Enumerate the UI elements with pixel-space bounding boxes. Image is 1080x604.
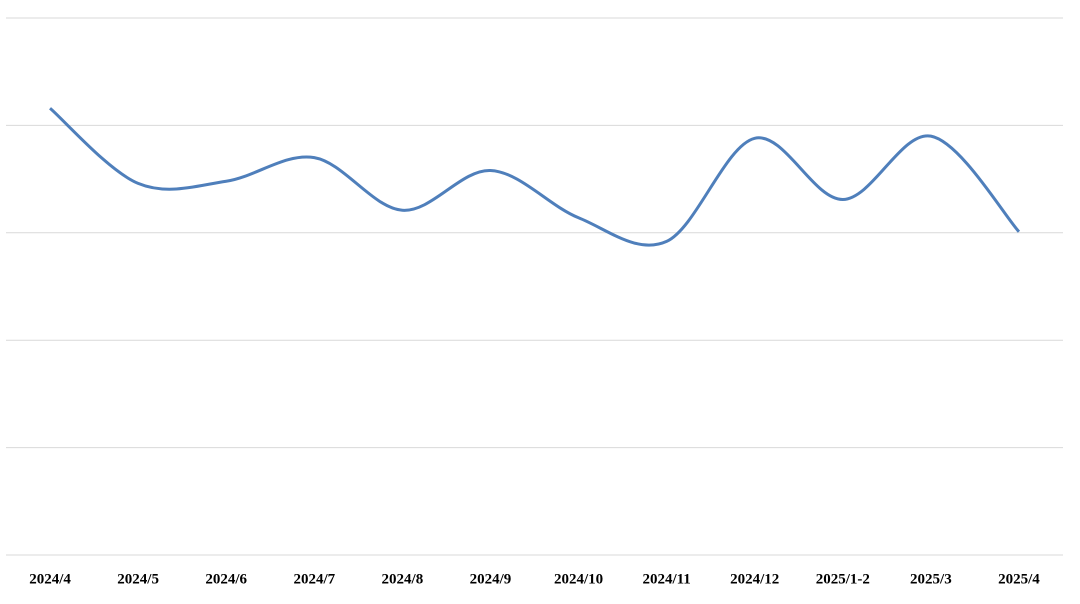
line (49, 107, 1021, 247)
x-tick-label: 2024/8 (382, 571, 424, 587)
x-tick-label: 2024/6 (205, 571, 247, 587)
x-tick-label: 2024/10 (554, 571, 603, 587)
x-tick-label: 2024/12 (730, 571, 779, 587)
x-tick-label: 2024/4 (29, 571, 71, 587)
x-tick-label: 2024/11 (642, 571, 690, 587)
x-tick-label: 2024/5 (117, 571, 159, 587)
x-tick-label: 2025/4 (998, 571, 1040, 587)
x-tick-label: 2024/9 (470, 571, 512, 587)
x-tick-label: 2025/1-2 (816, 571, 870, 587)
x-tick-label: 2025/3 (910, 571, 952, 587)
x-tick-label: 2024/7 (293, 571, 335, 587)
